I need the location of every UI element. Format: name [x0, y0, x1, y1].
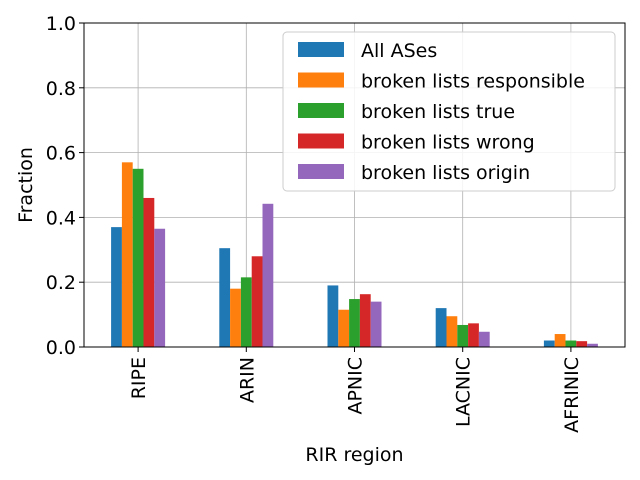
x-tick-label: ARIN: [236, 357, 258, 403]
x-axis-label: RIR region: [305, 444, 403, 466]
y-tick-label: 0.6: [46, 143, 76, 165]
legend-label: broken lists responsible: [361, 71, 585, 93]
y-tick-label: 0.0: [46, 337, 76, 359]
x-tick-label: RIPE: [128, 357, 150, 399]
legend: All ASes broken lists responsible broken l…: [282, 31, 616, 192]
y-tick-label: 0.8: [46, 78, 76, 100]
legend-swatch: [298, 133, 344, 149]
bar-afrinic-series-2: [565, 340, 577, 347]
y-axis-ticks: 0.0 0.2 0.4 0.6 0.8 1.0: [46, 13, 84, 359]
bar-ripe-series-1: [121, 162, 133, 347]
bar-lacnic-series-3: [468, 323, 479, 347]
y-axis-label: Fraction: [15, 147, 37, 223]
x-tick-label: AFRINIC: [561, 357, 583, 433]
bar-lacnic-series-4: [478, 331, 490, 347]
legend-frame: [282, 31, 616, 192]
legend-label: All ASes: [361, 40, 437, 62]
x-tick-label: APNIC: [345, 357, 367, 415]
bar-apnic-series-4: [370, 301, 382, 347]
bar-ripe-series-4: [154, 228, 166, 347]
bar-lacnic-series-1: [446, 316, 458, 347]
bar-afrinic-series-4: [587, 343, 598, 347]
legend-label: broken lists true: [361, 101, 515, 123]
bar-arin-series-3: [251, 256, 263, 347]
bar-lacnic-series-2: [457, 324, 469, 347]
bar-apnic-series-1: [338, 309, 350, 347]
legend-label: broken lists wrong: [361, 132, 535, 154]
bar-apnic-series-3: [359, 294, 371, 347]
bar-arin-series-1: [230, 288, 241, 347]
y-tick-label: 1.0: [46, 13, 76, 35]
bar-arin-series-4: [262, 203, 274, 347]
bar-arin-series-2: [240, 277, 252, 347]
legend-swatch: [298, 164, 344, 179]
bar-ripe-series-0: [111, 227, 122, 347]
bar-afrinic-series-3: [576, 341, 588, 347]
x-tick-label: LACNIC: [453, 357, 475, 427]
bar-ripe-series-2: [132, 168, 144, 347]
bar-ripe-series-3: [143, 197, 155, 347]
bar-afrinic-series-0: [543, 340, 555, 347]
legend-swatch: [298, 103, 344, 118]
bars: [111, 162, 598, 347]
bar-apnic-series-0: [327, 285, 339, 347]
legend-swatch: [298, 42, 344, 57]
legend-swatch: [298, 72, 344, 88]
legend-label: broken lists origin: [361, 162, 530, 184]
bar-apnic-series-2: [349, 299, 360, 347]
bar-afrinic-series-1: [554, 334, 566, 347]
x-axis-ticks: RIPE ARIN APNIC LACNIC AFRINIC: [128, 347, 583, 433]
bar-arin-series-0: [219, 248, 231, 347]
bar-lacnic-series-0: [435, 308, 447, 347]
y-tick-label: 0.4: [46, 207, 76, 229]
y-tick-label: 0.2: [46, 272, 76, 294]
